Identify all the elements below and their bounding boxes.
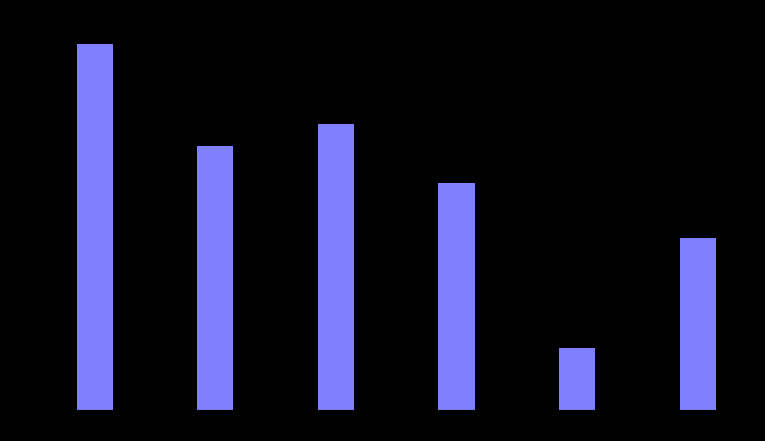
Bar	[317, 124, 354, 410]
Bar	[679, 238, 716, 410]
Bar	[559, 348, 595, 410]
Bar	[438, 183, 474, 410]
Bar	[197, 146, 233, 410]
Bar	[76, 44, 112, 410]
